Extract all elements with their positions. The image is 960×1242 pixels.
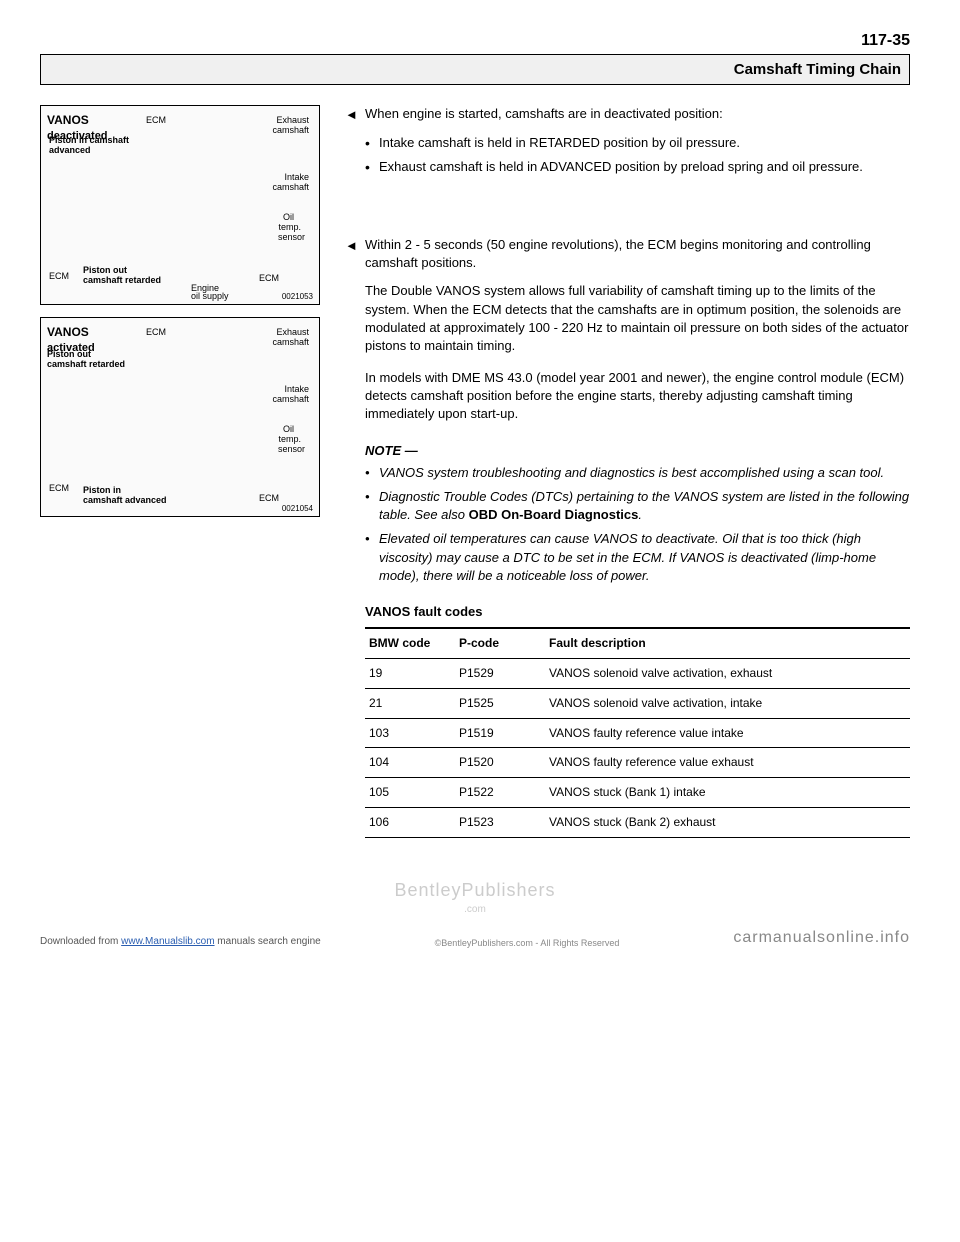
diagram-vanos-activated: VANOS activated ECM Exhaust camshaft Pis… [40, 317, 320, 517]
fault-code-table: BMW code P-code Fault description 19P152… [365, 627, 910, 838]
diagram1-oil-supply: oil supply [191, 290, 229, 303]
table-cell: 21 [365, 688, 455, 718]
note-text-end: . [638, 507, 642, 522]
left-column: VANOS deactivated ECM Exhaust camshaft P… [40, 105, 320, 837]
table-cell: 105 [365, 778, 455, 808]
header-title: Camshaft Timing Chain [40, 54, 910, 85]
table-row: 103P1519VANOS faulty reference value int… [365, 718, 910, 748]
diagram2-ecm-right: ECM [259, 492, 279, 505]
diagram2-cam-advanced: camshaft advanced [83, 494, 167, 507]
table-header: P-code [455, 628, 545, 658]
table-cell: VANOS stuck (Bank 1) intake [545, 778, 910, 808]
diagram1-advanced: advanced [49, 144, 91, 157]
note-list: VANOS system troubleshooting and diagnos… [345, 464, 910, 585]
diagram1-sensor: sensor [278, 231, 305, 244]
table-cell: P1525 [455, 688, 545, 718]
diagram1-cam-retarded: camshaft retarded [83, 274, 161, 287]
diagram2-camshaft2: camshaft [272, 393, 309, 406]
para-3: The Double VANOS system allows full vari… [345, 282, 910, 355]
para-2: Within 2 - 5 seconds (50 engine revoluti… [345, 236, 910, 272]
footer: BentleyPublishers .com [40, 878, 910, 917]
footer-center: ©BentleyPublishers.com - All Rights Rese… [435, 937, 620, 950]
table-cell: 19 [365, 658, 455, 688]
diagram1-ref: 0021053 [282, 291, 313, 302]
table-cell: P1523 [455, 807, 545, 837]
diagram2-camshaft: camshaft [272, 336, 309, 349]
list-item: VANOS system troubleshooting and diagnos… [365, 464, 910, 482]
diagram1-ecm-top: ECM [146, 114, 166, 127]
diagram1-ecm-left: ECM [49, 270, 69, 283]
diagram2-ecm-top: ECM [146, 326, 166, 339]
list-item: Elevated oil temperatures can cause VANO… [365, 530, 910, 585]
diagram1-camshaft2: camshaft [272, 181, 309, 194]
table-cell: P1529 [455, 658, 545, 688]
table-cell: VANOS stuck (Bank 2) exhaust [545, 807, 910, 837]
page-number: 117-35 [40, 30, 910, 52]
para-1: When engine is started, camshafts are in… [345, 105, 910, 123]
table-cell: VANOS faulty reference value intake [545, 718, 910, 748]
table-row: 19P1529VANOS solenoid valve activation, … [365, 658, 910, 688]
right-column: When engine is started, camshafts are in… [345, 105, 910, 837]
diagram-vanos-deactivated: VANOS deactivated ECM Exhaust camshaft P… [40, 105, 320, 305]
watermark-sub: .com [40, 903, 910, 917]
table-cell: 104 [365, 748, 455, 778]
table-header: Fault description [545, 628, 910, 658]
table-row: 104P1520VANOS faulty reference value exh… [365, 748, 910, 778]
list-item: Intake camshaft is held in RETARDED posi… [365, 134, 910, 152]
table-row: 105P1522VANOS stuck (Bank 1) intake [365, 778, 910, 808]
list-item: Exhaust camshaft is held in ADVANCED pos… [365, 158, 910, 176]
list-item: Diagnostic Trouble Codes (DTCs) pertaini… [365, 488, 910, 524]
diagram2-sensor: sensor [278, 443, 305, 456]
table-cell: VANOS solenoid valve activation, exhaust [545, 658, 910, 688]
table-header: BMW code [365, 628, 455, 658]
bullet-list-1: Intake camshaft is held in RETARDED posi… [345, 134, 910, 176]
note-header: NOTE — [345, 442, 910, 460]
note-bold: OBD On-Board Diagnostics [469, 507, 639, 522]
diagram2-ref: 0021054 [282, 503, 313, 514]
diagram2-ecm-left: ECM [49, 482, 69, 495]
diagram1-ecm-right: ECM [259, 272, 279, 285]
table-row: 21P1525VANOS solenoid valve activation, … [365, 688, 910, 718]
table-cell: P1519 [455, 718, 545, 748]
diagram2-cam-retarded: camshaft retarded [47, 358, 125, 371]
table-cell: 106 [365, 807, 455, 837]
table-cell: VANOS faulty reference value exhaust [545, 748, 910, 778]
footer-text: manuals search engine [215, 936, 321, 947]
table-cell: P1520 [455, 748, 545, 778]
table-cell: P1522 [455, 778, 545, 808]
table-cell: 103 [365, 718, 455, 748]
diagram1-camshaft: camshaft [272, 124, 309, 137]
footer-right: carmanualsonline.info [733, 927, 910, 949]
table-cell: VANOS solenoid valve activation, intake [545, 688, 910, 718]
table-title: VANOS fault codes [345, 603, 910, 621]
table-row: 106P1523VANOS stuck (Bank 2) exhaust [365, 807, 910, 837]
footer-text: Downloaded from [40, 936, 121, 947]
para-4: In models with DME MS 43.0 (model year 2… [345, 369, 910, 424]
footer-row: Downloaded from www.Manualslib.com manua… [40, 927, 910, 949]
footer-left: Downloaded from www.Manualslib.com manua… [40, 935, 321, 949]
watermark: BentleyPublishers [40, 878, 910, 903]
footer-link[interactable]: www.Manualslib.com [121, 936, 214, 947]
note-text: Diagnostic Trouble Codes (DTCs) pertaini… [379, 489, 909, 522]
